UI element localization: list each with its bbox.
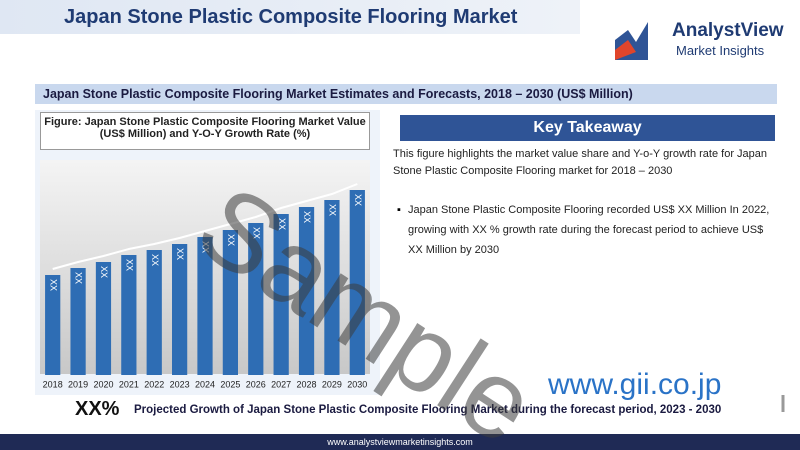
- x-tick-label: 2019: [68, 379, 88, 389]
- data-label: XX: [74, 272, 84, 284]
- x-tick-label: 2022: [144, 379, 164, 389]
- logo-tagline: Market Insights: [676, 43, 765, 58]
- bullet-dot: ▪: [397, 204, 401, 216]
- data-label: XX: [150, 254, 160, 266]
- projection-text: Projected Growth of Japan Stone Plastic …: [134, 404, 722, 416]
- data-label: XX: [124, 259, 134, 271]
- x-tick-label: 2024: [195, 379, 215, 389]
- x-tick-label: 2023: [170, 379, 190, 389]
- data-label: XX: [251, 227, 261, 239]
- bar: [146, 250, 162, 375]
- source-site: www.gii.co.jp: [548, 368, 722, 401]
- x-tick-label: 2021: [119, 379, 139, 389]
- takeaway-bullet: Japan Stone Plastic Composite Flooring r…: [408, 204, 770, 256]
- x-tick-label: 2028: [297, 379, 317, 389]
- data-label: XX: [302, 211, 312, 223]
- projection-value: XX%: [75, 398, 120, 420]
- logo-icon: [615, 40, 636, 60]
- takeaway-text: This figure highlights the market value …: [393, 148, 768, 177]
- bar: [273, 214, 289, 375]
- data-label: XX: [328, 204, 338, 216]
- data-label: XX: [277, 218, 287, 230]
- section-banner: Japan Stone Plastic Composite Flooring M…: [35, 84, 777, 104]
- bar: [197, 237, 213, 375]
- x-tick-label: 2018: [43, 379, 63, 389]
- bar: [349, 190, 365, 375]
- bar: [222, 230, 238, 375]
- x-tick-label: 2030: [347, 379, 367, 389]
- data-label: XX: [201, 241, 211, 253]
- data-label: XX: [175, 248, 185, 260]
- figure-title: Figure: Japan Stone Plastic Composite Fl…: [40, 112, 370, 150]
- bar: [95, 262, 112, 375]
- bar: [70, 268, 86, 375]
- bar: [45, 275, 61, 375]
- data-label: XX: [99, 266, 109, 278]
- bar: [172, 244, 188, 375]
- bar: [324, 200, 340, 375]
- data-label: XX: [226, 234, 236, 246]
- x-tick-label: 2029: [322, 379, 342, 389]
- x-tick-label: 2027: [271, 379, 291, 389]
- page-title: Japan Stone Plastic Composite Flooring M…: [0, 0, 580, 34]
- x-tick-label: 2026: [246, 379, 266, 389]
- data-label: XX: [48, 279, 58, 291]
- growth-curve: [52, 183, 358, 270]
- x-tick-label: 2025: [220, 379, 240, 389]
- data-label: XX: [353, 194, 363, 206]
- footer: www.analystviewmarketinsights.com: [0, 434, 800, 450]
- logo-name: AnalystView: [672, 20, 784, 41]
- takeaway-title: Key Takeaway: [400, 115, 775, 141]
- bar: [298, 207, 315, 375]
- bar: [248, 223, 264, 375]
- x-tick-label: 2020: [93, 379, 113, 389]
- bar: [121, 255, 137, 375]
